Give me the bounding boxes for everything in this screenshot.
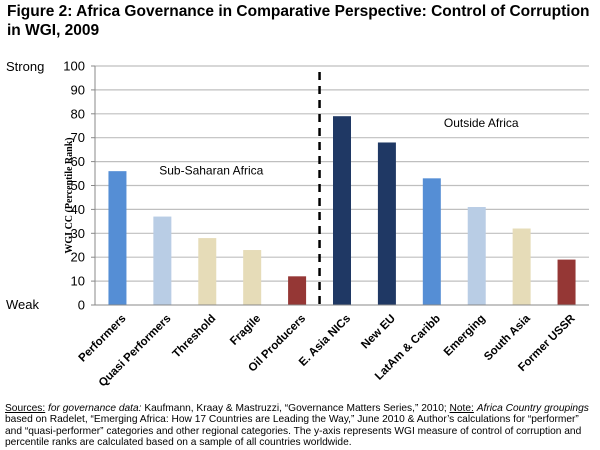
figure-notes: Sources: for governance data: Kaufmann, … (5, 403, 597, 448)
y-tick-label: 60 (71, 154, 85, 169)
bar-oil-producers (288, 276, 307, 305)
note-italic: Africa Country groupings (476, 403, 589, 414)
bars (108, 116, 576, 305)
sources-italic: for governance data: (48, 403, 142, 414)
bar-south-asia (512, 228, 531, 305)
weak-label: Weak (6, 297, 39, 312)
bar-emerging (467, 207, 486, 305)
y-tick-label: 90 (71, 82, 85, 97)
y-axis-ticks: 0 10 20 30 40 50 60 70 80 90 100 (63, 59, 95, 313)
bar-quasi-performers (153, 216, 172, 305)
x-tick-label: Emerging (442, 313, 488, 359)
bar-new-eu (377, 142, 396, 305)
sources-label: Sources: (5, 403, 46, 414)
note-text: based on Radelet, “Emerging Africa: How … (5, 414, 582, 448)
x-tick-label: New EU (359, 313, 398, 352)
y-tick-label: 0 (78, 298, 85, 313)
y-tick-label: 80 (71, 106, 85, 121)
bar-fragile (243, 250, 262, 305)
bar-performers (108, 171, 127, 305)
x-tick-label: Threshold (171, 313, 219, 361)
note-label: Note: (449, 403, 474, 414)
bar-e-asia-nics (333, 116, 351, 305)
y-tick-label: 50 (71, 178, 85, 193)
y-axis-label: WGI CC (Percentile Rank) (64, 137, 75, 253)
y-tick-label: 100 (63, 59, 85, 74)
sources-text: Kaufmann, Kraay & Mastruzzi, “Governance… (141, 403, 447, 414)
bar-latam-caribb (422, 178, 441, 305)
figure-title: Figure 2: Africa Governance in Comparati… (7, 3, 590, 39)
y-tick-label: 40 (71, 202, 85, 217)
bar-threshold (198, 238, 217, 305)
y-tick-label: 10 (71, 274, 85, 289)
strong-label: Strong (6, 59, 45, 74)
y-tick-label: 30 (71, 226, 85, 241)
y-tick-label: 70 (71, 130, 85, 145)
bar-former-ussr (557, 259, 576, 305)
group-label-outside-africa: Outside Africa (444, 116, 519, 130)
group-label-sub-saharan-africa: Sub-Saharan Africa (159, 164, 263, 178)
y-tick-label: 20 (71, 250, 85, 265)
x-tick-label: Fragile (228, 313, 263, 348)
